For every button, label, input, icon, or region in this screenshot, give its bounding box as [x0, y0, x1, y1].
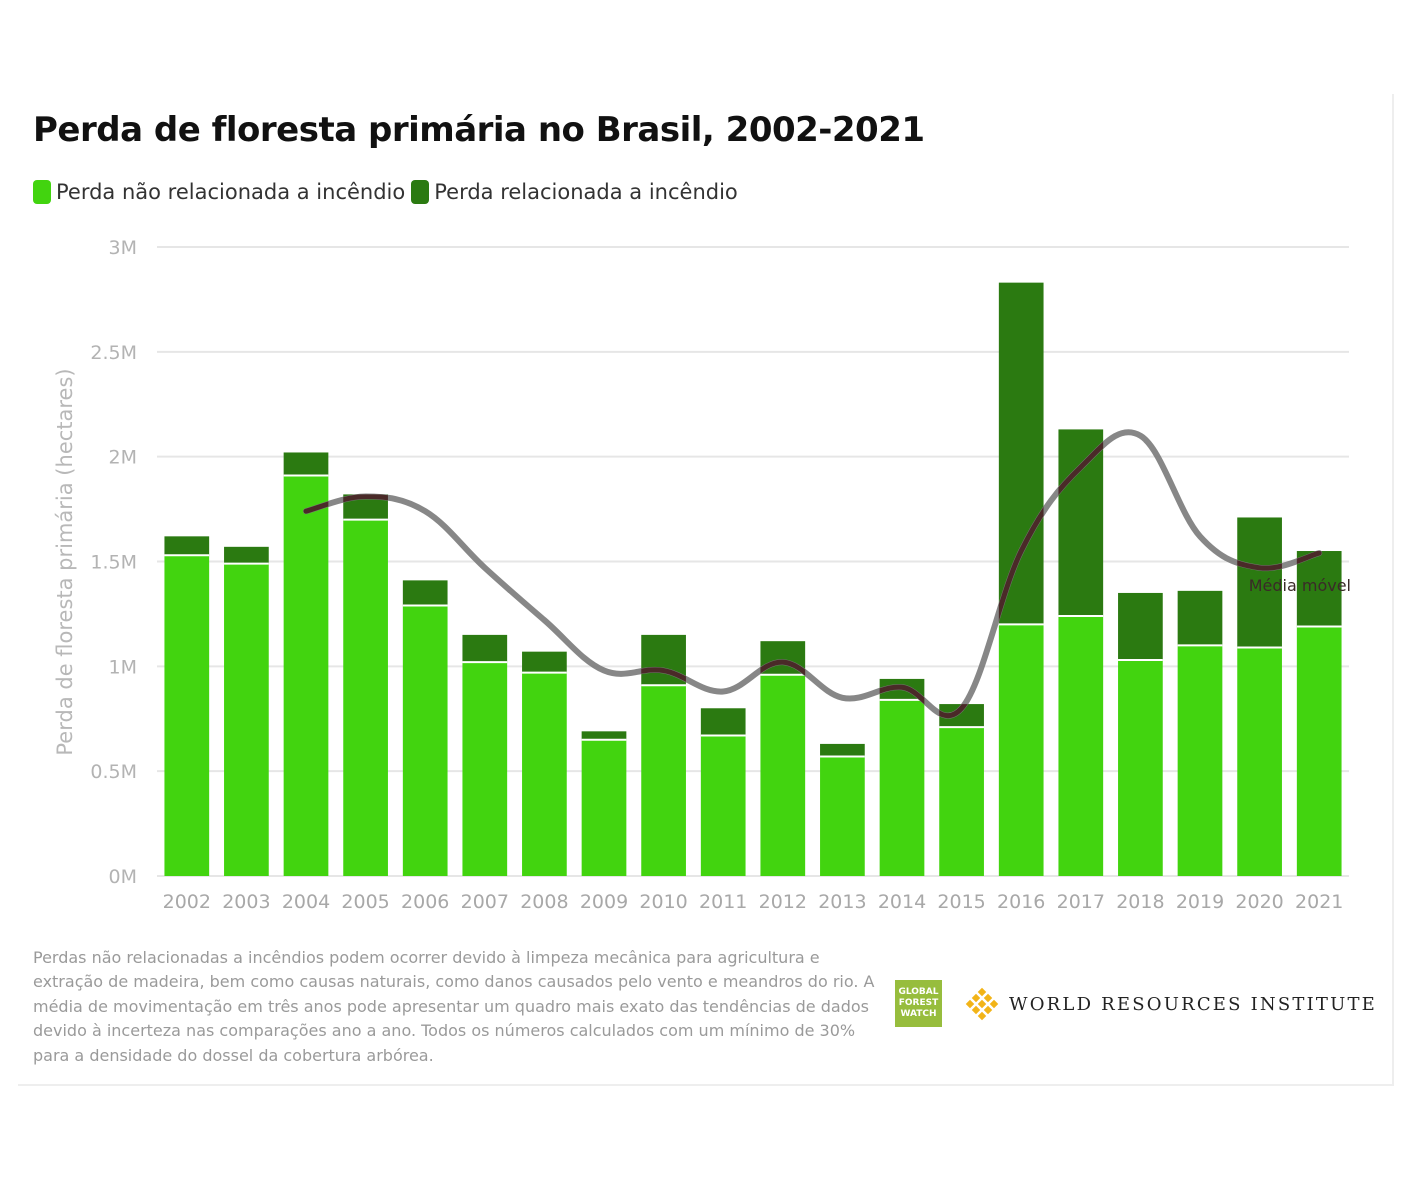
bar-non-fire-2009	[581, 739, 627, 876]
bar-fire-2002	[164, 536, 210, 556]
y-tick-label: 1.5M	[90, 552, 137, 574]
bar-non-fire-2004	[283, 475, 329, 876]
x-tick-label: 2006	[401, 891, 449, 913]
bar-non-fire-2012	[760, 674, 806, 876]
x-tick-label: 2005	[341, 891, 389, 913]
gfw-logo-line-1: GLOBAL	[898, 987, 939, 997]
moving-average-label: Média móvel	[1249, 576, 1351, 595]
bar-fire-2011	[700, 708, 746, 736]
bar-non-fire-2010	[641, 685, 686, 876]
x-tick-label: 2014	[878, 891, 926, 913]
bar-fire-2020	[1237, 517, 1282, 648]
legend-swatch-non-fire	[33, 180, 51, 204]
bar-non-fire-2007	[462, 662, 508, 876]
chart-title: Perda de floresta primária no Brasil, 20…	[33, 110, 925, 150]
bar-fire-2009	[581, 731, 627, 740]
y-tick-label: 2M	[109, 447, 137, 469]
bar-fire-2017	[1058, 429, 1104, 617]
footnote: Perdas não relacionadas a incêndios pode…	[33, 948, 875, 1065]
gfw-logo: GLOBAL FOREST WATCH	[895, 980, 942, 1027]
bar-fire-2006	[402, 580, 448, 606]
x-tick-label: 2003	[222, 891, 270, 913]
bar-series	[164, 282, 1342, 876]
bar-fire-2007	[462, 634, 508, 663]
y-axis-ticks: 0M 0.5M 1M 1.5M 2M 2.5M 3M	[90, 237, 137, 888]
bar-fire-2003	[224, 546, 269, 564]
bar-fire-2021	[1296, 551, 1342, 627]
legend-item-fire[interactable]: Perda relacionada a incêndio	[411, 180, 738, 204]
x-tick-label: 2018	[1116, 891, 1164, 913]
bar-non-fire-2015	[939, 727, 984, 876]
legend-label-non-fire: Perda não relacionada a incêndio	[56, 180, 406, 204]
y-tick-label: 2.5M	[90, 342, 137, 364]
wri-logo: WORLD RESOURCES INSTITUTE	[965, 987, 1377, 1021]
y-tick-label: 0M	[109, 866, 137, 888]
y-axis-label: Perda de floresta primária (hectares)	[53, 368, 77, 755]
bar-fire-2019	[1177, 590, 1223, 646]
chart-legend: Perda não relacionada a incêndio Perda r…	[33, 180, 744, 204]
bar-non-fire-2019	[1177, 645, 1223, 876]
y-tick-label: 0.5M	[90, 761, 137, 783]
legend-label-fire: Perda relacionada a incêndio	[434, 180, 738, 204]
x-tick-label: 2007	[461, 891, 509, 913]
y-tick-label: 3M	[109, 237, 137, 259]
bar-non-fire-2017	[1058, 616, 1104, 876]
x-tick-label: 2008	[520, 891, 568, 913]
moving-average-layer: Média móvel	[303, 429, 1351, 719]
x-tick-label: 2020	[1235, 891, 1283, 913]
moving-average-band	[303, 429, 1323, 719]
x-tick-label: 2016	[997, 891, 1045, 913]
x-tick-label: 2017	[1057, 891, 1105, 913]
x-tick-label: 2012	[759, 891, 807, 913]
bar-fire-2018	[1118, 592, 1163, 661]
x-tick-label: 2015	[937, 891, 985, 913]
bar-fire-2008	[522, 651, 567, 673]
gridlines	[157, 246, 1349, 877]
x-tick-label: 2019	[1176, 891, 1224, 913]
x-tick-label: 2002	[163, 891, 211, 913]
bar-non-fire-2002	[164, 555, 210, 876]
bar-non-fire-2018	[1118, 660, 1163, 876]
bar-fire-2016	[998, 282, 1044, 625]
bar-non-fire-2013	[820, 756, 865, 876]
bar-fire-2004	[283, 452, 329, 476]
wri-name: WORLD RESOURCES INSTITUTE	[1009, 993, 1378, 1015]
legend-swatch-fire	[411, 180, 430, 204]
y-tick-label: 1M	[109, 656, 137, 678]
bar-non-fire-2020	[1237, 647, 1282, 876]
x-tick-label: 2009	[580, 891, 628, 913]
bar-non-fire-2005	[343, 519, 388, 876]
x-tick-label: 2010	[639, 891, 687, 913]
x-tick-label: 2004	[282, 891, 330, 913]
wri-star-icon	[965, 987, 999, 1021]
gfw-logo-line-3: WATCH	[900, 1009, 937, 1019]
gfw-logo-line-2: FOREST	[898, 998, 939, 1008]
x-axis-ticks: 2002 2003 2004 2005 2006 2007 2008 2009 2010 2011…	[163, 891, 1344, 913]
bar-non-fire-2006	[402, 605, 448, 876]
x-tick-label: 2021	[1295, 891, 1343, 913]
bar-non-fire-2003	[224, 563, 269, 876]
bar-non-fire-2021	[1296, 626, 1342, 876]
x-tick-label: 2013	[818, 891, 866, 913]
bar-non-fire-2011	[700, 735, 746, 876]
bar-fire-2013	[820, 743, 865, 757]
bar-non-fire-2008	[522, 672, 567, 876]
x-tick-label: 2011	[699, 891, 747, 913]
bar-fire-2015	[939, 704, 984, 728]
bar-non-fire-2016	[998, 624, 1044, 876]
legend-item-non-fire[interactable]: Perda não relacionada a incêndio	[33, 180, 405, 204]
chart-plot: 0M 0.5M 1M 1.5M 2M 2.5M 3M Perda de floresta p…	[53, 237, 1351, 913]
bar-non-fire-2014	[879, 699, 925, 876]
